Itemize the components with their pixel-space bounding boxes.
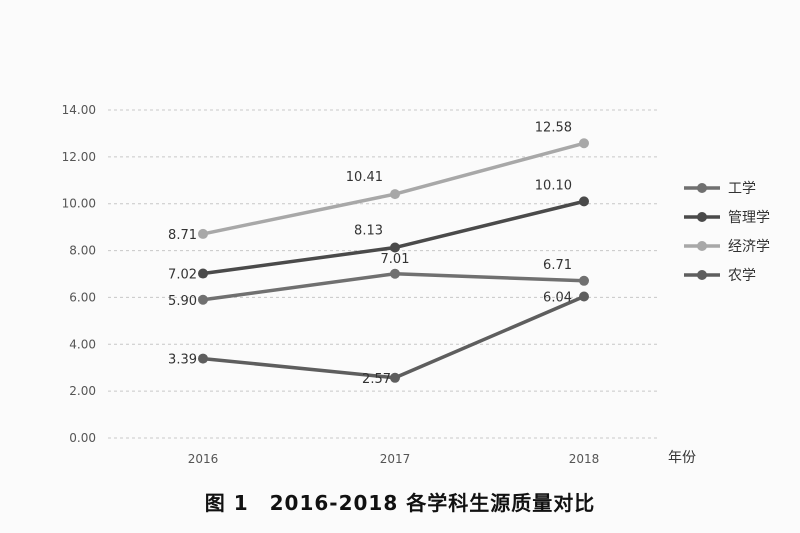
data-label: 12.58 [535, 120, 572, 135]
data-label: 7.01 [381, 252, 410, 267]
data-point [390, 189, 400, 200]
data-point [198, 294, 208, 305]
x-axis-label: 年份 [668, 450, 696, 466]
series-line-3 [201, 294, 586, 380]
legend-label: 农学 [728, 268, 756, 284]
data-label: 8.13 [354, 224, 383, 239]
legend-label: 经济学 [728, 239, 770, 255]
y-tick-label: 10.00 [62, 197, 96, 211]
data-point [579, 196, 589, 207]
legend-swatch-marker [697, 270, 707, 280]
y-tick-label: 4.00 [69, 337, 96, 351]
data-point [390, 372, 400, 383]
data-point [390, 268, 400, 279]
data-label: 6.04 [543, 290, 572, 305]
data-point [198, 353, 208, 364]
y-axis-ticks: 0.00 2.00 4.00 6.00 8.00 10.00 12.00 14.00 [62, 103, 96, 445]
y-tick-label: 8.00 [69, 244, 96, 258]
data-labels: 5.90 7.01 6.71 7.02 8.13 10.10 8.71 10.41 12.58 3… [168, 120, 572, 387]
data-label: 5.90 [168, 294, 197, 309]
y-tick-label: 14.00 [62, 103, 96, 117]
data-point [390, 242, 400, 253]
x-axis-ticks: 2016 2017 2018 [188, 452, 600, 466]
series-lines [198, 138, 589, 383]
x-tick-label: 2018 [569, 452, 600, 466]
legend-swatch-marker [697, 241, 707, 251]
x-tick-label: 2016 [188, 452, 219, 466]
data-label: 8.71 [168, 228, 197, 243]
data-point [579, 291, 589, 302]
data-point [198, 228, 208, 239]
data-label: 10.10 [535, 178, 572, 193]
y-tick-label: 2.00 [69, 384, 96, 398]
data-label: 6.71 [543, 258, 572, 273]
legend-swatch-marker [697, 212, 707, 222]
x-tick-label: 2017 [380, 452, 411, 466]
y-tick-label: 0.00 [69, 431, 96, 445]
data-point [579, 138, 589, 149]
y-tick-label: 6.00 [69, 290, 96, 304]
data-point [198, 268, 208, 279]
line-chart: 0.00 2.00 4.00 6.00 8.00 10.00 12.00 14.00 2016… [62, 103, 770, 466]
legend-label: 管理学 [728, 210, 770, 226]
data-label: 3.39 [168, 353, 197, 368]
data-label: 7.02 [168, 268, 197, 283]
legend-swatch-marker [697, 183, 707, 193]
y-tick-label: 12.00 [62, 150, 96, 164]
data-label: 10.41 [346, 170, 383, 185]
figure-caption: 图 1 2016-2018 各学科生源质量对比 [204, 491, 596, 515]
data-label: 2.57 [362, 372, 391, 387]
legend-label: 工学 [728, 181, 756, 197]
data-point [579, 275, 589, 286]
